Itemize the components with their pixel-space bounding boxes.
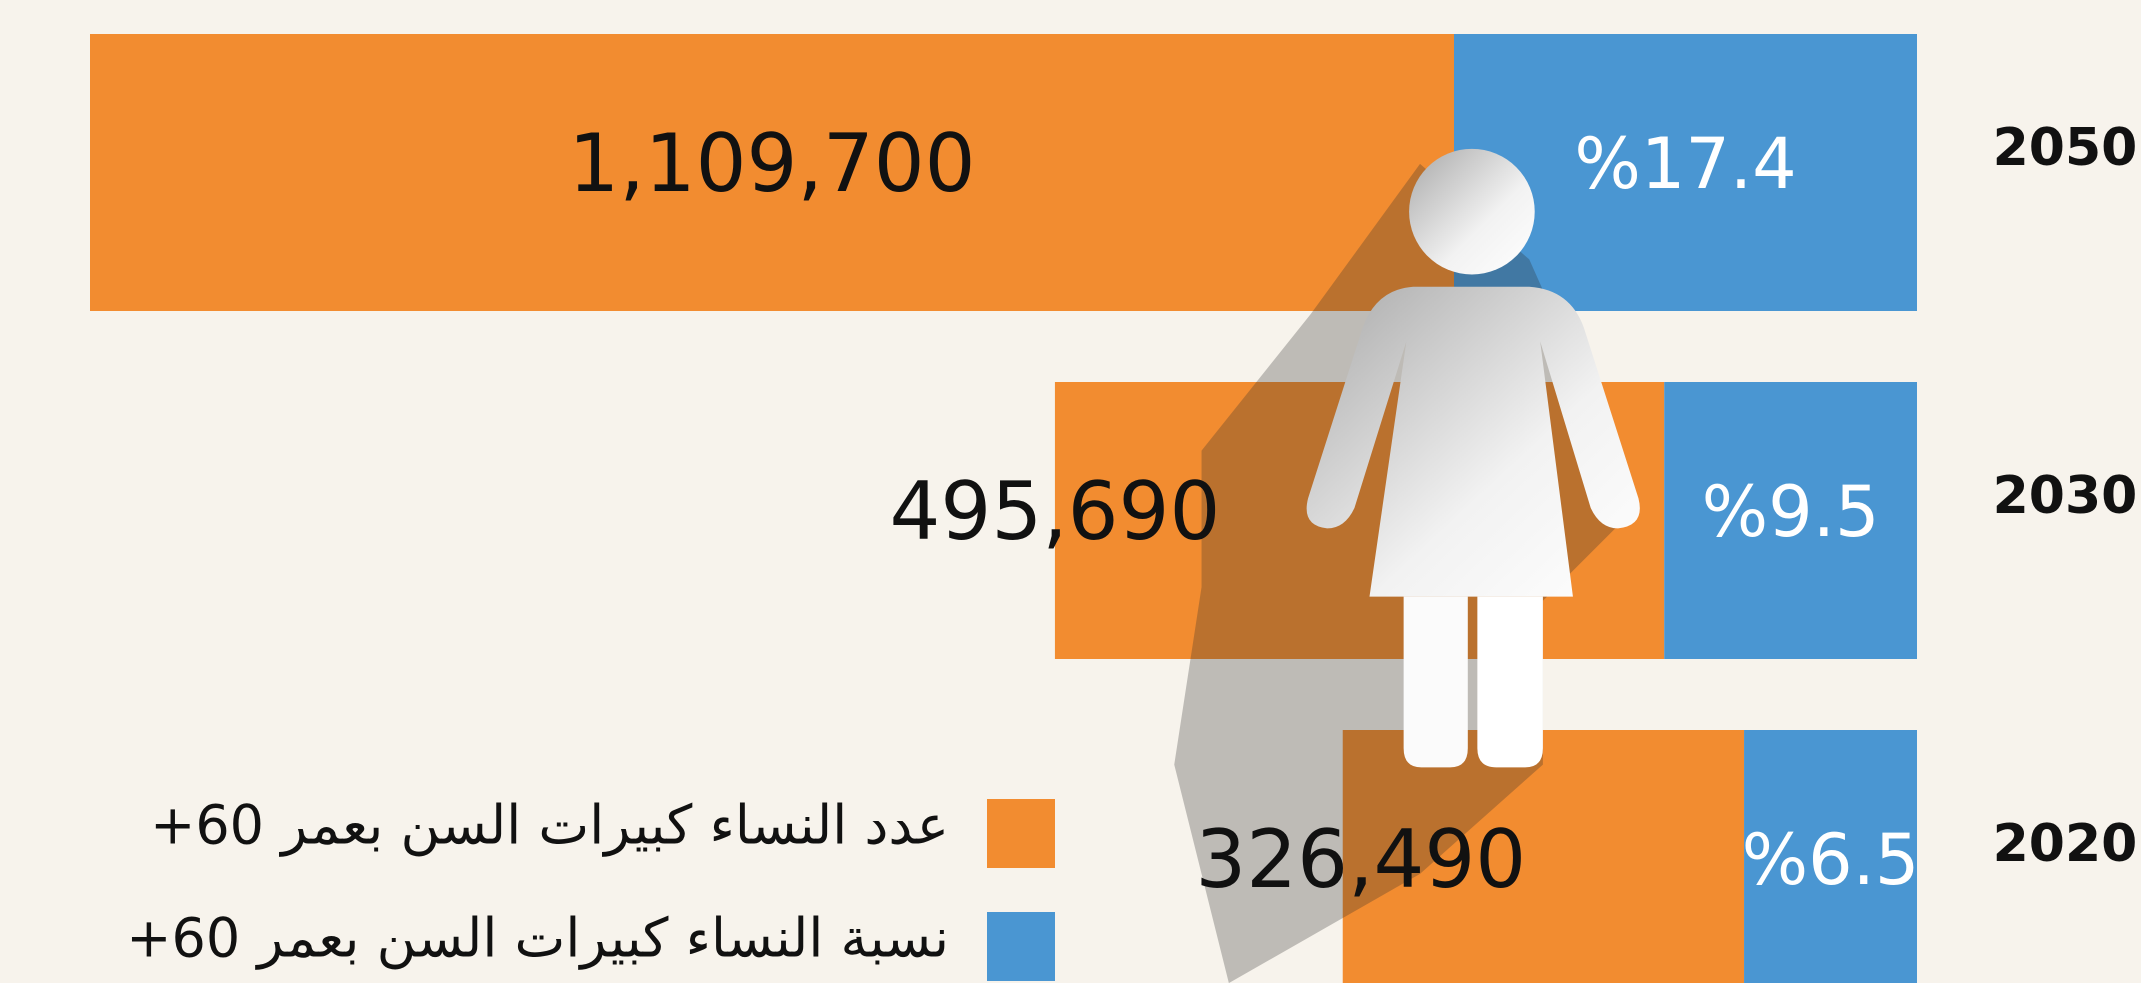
- icon-leg: [1403, 596, 1468, 768]
- value-label: %6.5: [1742, 819, 1920, 901]
- legend-label: عدد النساء كبيرات السن بعمر 60+: [150, 794, 949, 857]
- bar: [1744, 730, 1917, 983]
- bar: [1342, 730, 1745, 983]
- value-label: %17.4: [1574, 123, 1796, 205]
- legend-label: نسبة النساء كبيرات السن بعمر 60+: [126, 907, 949, 970]
- value-label: 495,690: [890, 465, 1221, 558]
- category-label: 2030: [1993, 466, 2138, 526]
- bar: [1664, 382, 1917, 659]
- category-label: 2020: [1993, 814, 2138, 874]
- legend-swatch: [987, 912, 1055, 981]
- value-label: %9.5: [1702, 471, 1880, 553]
- icon-body: [1306, 286, 1640, 597]
- value-label: 1,109,700: [568, 117, 975, 210]
- woman-icon: [1174, 148, 1640, 983]
- value-label: 326,490: [1195, 813, 1526, 906]
- icon-head: [1409, 148, 1535, 275]
- icon-leg: [1477, 596, 1543, 768]
- labels: 1,109,700 %17.4 2050 495,690 %9.5 2030 326,490…: [126, 117, 2137, 981]
- bar: [90, 34, 1454, 311]
- legend-swatch: [987, 799, 1055, 868]
- bar: [1454, 34, 1917, 311]
- category-label: 2050: [1993, 118, 2138, 178]
